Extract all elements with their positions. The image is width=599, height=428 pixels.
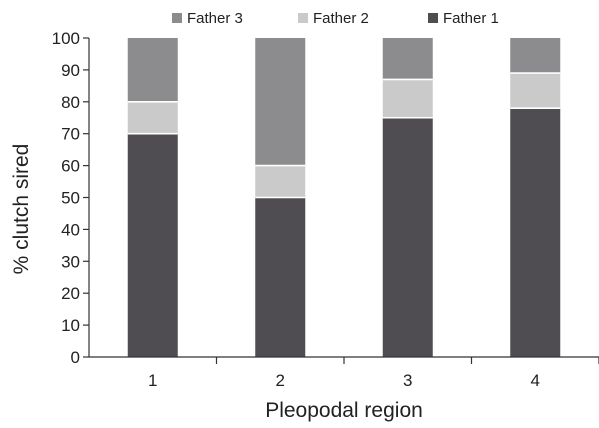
legend: Father 3 Father 2 Father 1 [172,10,499,27]
y-tick-label: 50 [61,189,80,208]
y-tick-label: 70 [61,125,80,144]
y-tick-label: 20 [61,284,80,303]
bar-segment-father-1-region-4 [510,108,561,358]
bar-segment-father-3-region-4 [510,38,561,74]
bar-segment-father-2-region-2 [255,165,306,198]
legend-swatch-father-3 [172,13,182,23]
bar-segment-father-1-region-1 [127,133,178,357]
legend-swatch-father-2 [298,13,308,23]
y-tick-label: 10 [61,316,80,335]
x-axis-label: Pleopodal region [265,399,423,422]
legend-label-father-3: Father 3 [187,10,243,27]
bar-segment-father-1-region-3 [382,117,433,357]
y-tick-label: 80 [61,93,80,112]
bars-area [127,38,561,358]
x-tick-label: 1 [148,371,157,390]
y-tick-label: 90 [61,61,80,80]
bar-segment-father-3-region-3 [382,38,433,80]
axes: 0 10 20 30 40 50 60 70 80 90 100 1 2 3 4 [52,29,599,390]
bar-segment-father-3-region-1 [127,38,178,102]
legend-label-father-2: Father 2 [313,10,369,27]
bar-segment-father-1-region-2 [255,197,306,357]
legend-label-father-1: Father 1 [443,10,499,27]
y-tick-label: 40 [61,220,80,239]
y-tick-label: 60 [61,157,80,176]
bar-segment-father-2-region-3 [382,79,433,118]
x-tick-label: 4 [531,371,540,390]
bar-segment-father-2-region-4 [510,73,561,109]
legend-swatch-father-1 [428,13,438,23]
y-axis-label: % clutch sired [10,144,33,275]
bar-segment-father-3-region-2 [255,38,306,166]
bar-segment-father-2-region-1 [127,101,178,134]
x-tick-label: 2 [276,371,285,390]
y-tick-label: 100 [52,29,80,48]
x-tick-label: 3 [403,371,412,390]
y-tick-label: 30 [61,252,80,271]
y-tick-label: 0 [71,348,80,367]
